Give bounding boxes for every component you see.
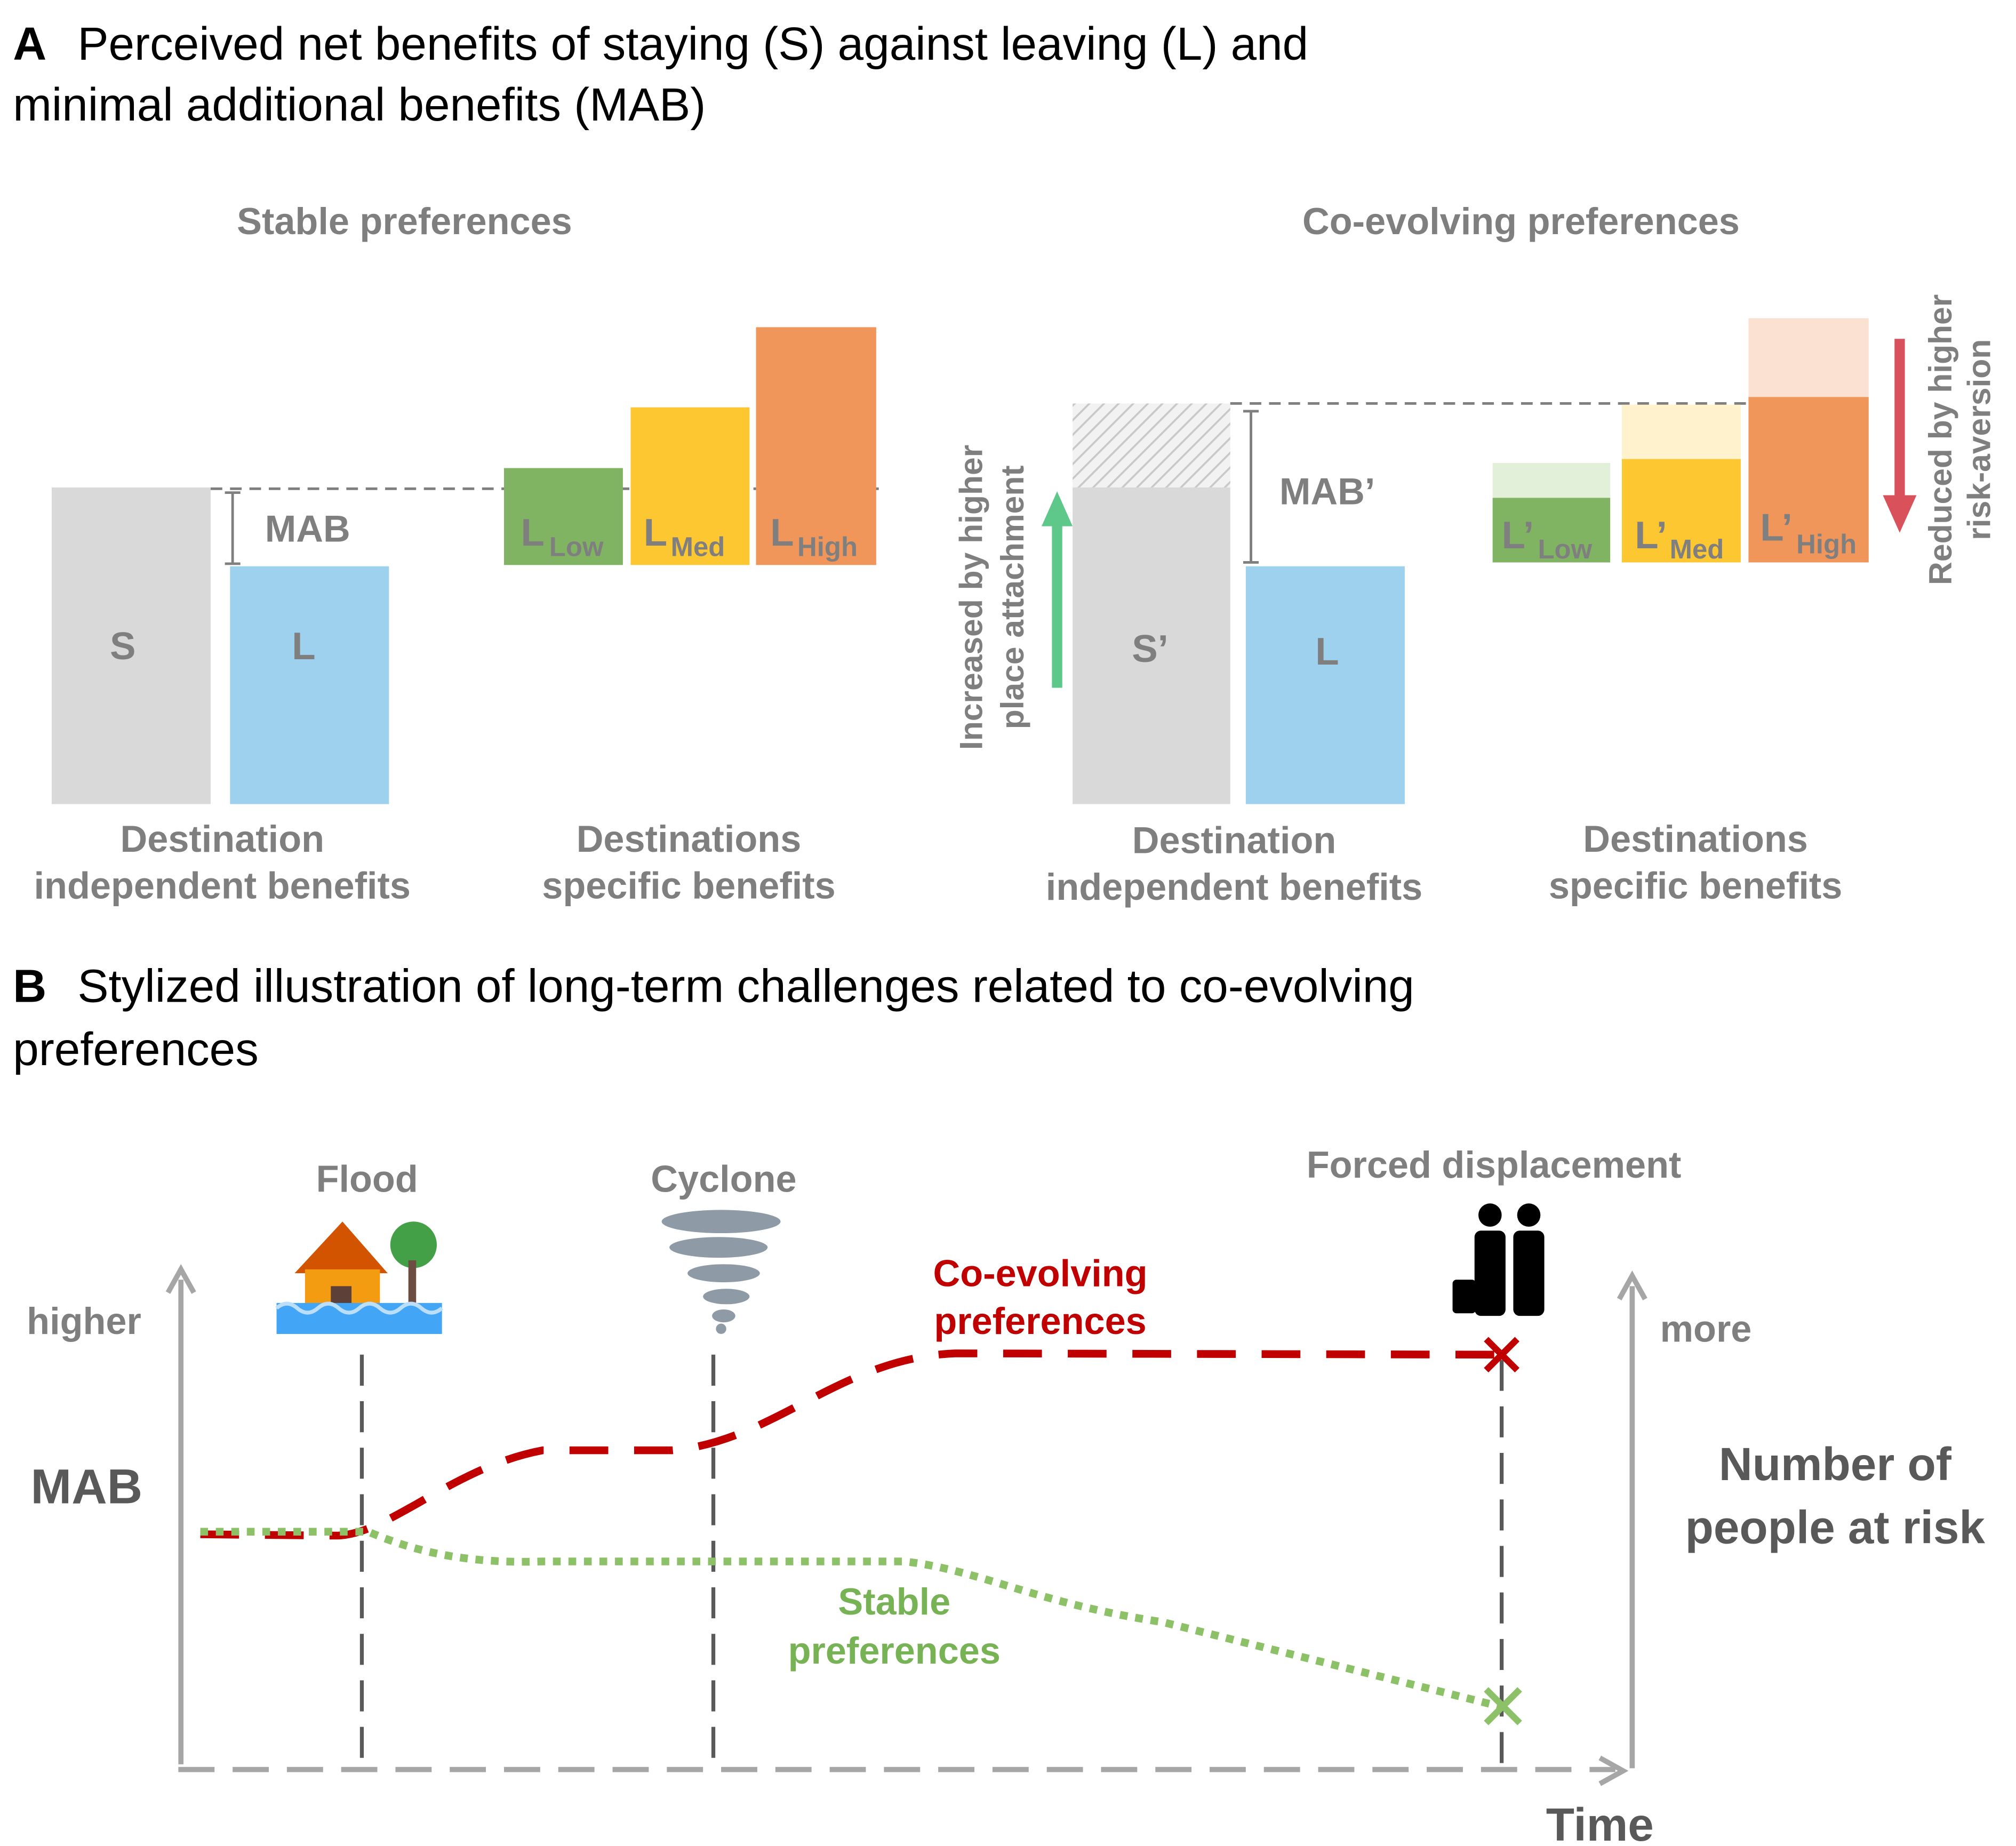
group-label: Destination: [1132, 819, 1337, 861]
right-axis-label: people at risk: [1685, 1502, 1986, 1554]
group-label: independent benefits: [1046, 866, 1422, 908]
flood-icon: [275, 1221, 444, 1334]
arrow-label: risk-aversion: [1961, 339, 1997, 540]
bar-reduced: [1492, 462, 1611, 498]
coevolving-bars: [1042, 318, 1917, 804]
panel-title: Stylized illustration of long-term chall…: [77, 960, 1414, 1012]
bar-label: S: [110, 625, 135, 668]
bar-label: L’: [1760, 506, 1793, 549]
arrow-label: Reduced by higher: [1922, 294, 1958, 585]
cyclone-icon: [661, 1210, 781, 1334]
arrow-head: [165, 1264, 196, 1294]
end-marker: [1484, 1337, 1519, 1373]
panel-title: preferences: [13, 1024, 259, 1075]
bar-reduced: [1748, 318, 1869, 397]
bar: [630, 407, 750, 565]
bar: [1621, 459, 1741, 563]
mab-label: MAB’: [1279, 470, 1375, 512]
arrow-head: [1617, 1270, 1647, 1300]
bar-reduced: [1621, 404, 1741, 459]
axes: [165, 1264, 1647, 1786]
event-label: Forced displacement: [1307, 1144, 1682, 1186]
bar-label: L: [521, 511, 545, 554]
group-label: Destinations: [577, 818, 802, 860]
bar-label: L: [292, 625, 315, 668]
bar: [51, 487, 211, 804]
bar-label: L: [770, 511, 794, 554]
bar-sublabel: High: [1796, 529, 1857, 560]
series-label: Stable: [838, 1580, 950, 1623]
subtitle: Stable preferences: [237, 200, 572, 242]
bar-label: L’: [1635, 514, 1667, 557]
bracket: [225, 491, 241, 565]
bar-sublabel: Med: [1670, 534, 1724, 564]
bracket: [1243, 410, 1259, 564]
end-marker: [1484, 1687, 1522, 1725]
bar: [230, 566, 389, 804]
bar-sublabel: Low: [1538, 534, 1592, 564]
bar: [1073, 487, 1230, 804]
x-axis-label: Time: [1546, 1799, 1654, 1846]
y-axis-label: MAB: [31, 1459, 143, 1514]
panel-title: minimal additional benefits (MAB): [13, 79, 706, 131]
panel-title: Perceived net benefits of staying (S) ag…: [77, 18, 1308, 70]
arrow-head: [1042, 491, 1073, 526]
group-label: specific benefits: [1549, 864, 1842, 906]
arrow-label: Increased by higher: [953, 445, 989, 750]
group-label: Destinations: [1583, 818, 1808, 860]
bar-sublabel: High: [797, 531, 858, 562]
bar: [504, 468, 623, 565]
bar-label: S’: [1132, 627, 1169, 670]
bar: [756, 327, 876, 565]
series-label: Co-evolving: [933, 1252, 1148, 1294]
group-label: independent benefits: [34, 864, 411, 906]
panel-label: B: [13, 960, 46, 1012]
stable-line: [200, 1528, 1500, 1710]
panel-label: A: [13, 18, 46, 70]
group-label: specific benefits: [542, 864, 835, 906]
series-label: preferences: [788, 1629, 1001, 1672]
event-label: Cyclone: [651, 1158, 796, 1200]
bar-sublabel: Low: [549, 531, 604, 562]
arrow-head: [1598, 1755, 1629, 1786]
bar-label: L’: [1502, 514, 1534, 557]
bar: [1492, 498, 1611, 563]
axis-top-label: more: [1660, 1308, 1752, 1350]
bar-label: L: [644, 511, 667, 554]
event-label: Flood: [316, 1158, 418, 1200]
coevolving-line: [200, 1349, 1499, 1540]
axis-top-label: higher: [27, 1300, 141, 1342]
bar-label: L: [1315, 630, 1339, 673]
right-axis-label: Number of: [1719, 1439, 1952, 1490]
bar-sublabel: Med: [671, 531, 725, 562]
group-label: Destination: [121, 818, 325, 860]
bar: [1748, 397, 1869, 563]
people-icon: [1452, 1203, 1545, 1316]
event-line: [359, 1354, 1504, 1769]
arrow-label: place attachment: [994, 466, 1030, 730]
bar: [1245, 566, 1405, 804]
subtitle: Co-evolving preferences: [1302, 200, 1740, 242]
series-label: preferences: [934, 1300, 1146, 1342]
bar-increase: [1073, 403, 1230, 488]
mab-label: MAB: [265, 508, 350, 550]
stable-bars: [51, 327, 879, 804]
arrow-head: [1883, 495, 1917, 533]
